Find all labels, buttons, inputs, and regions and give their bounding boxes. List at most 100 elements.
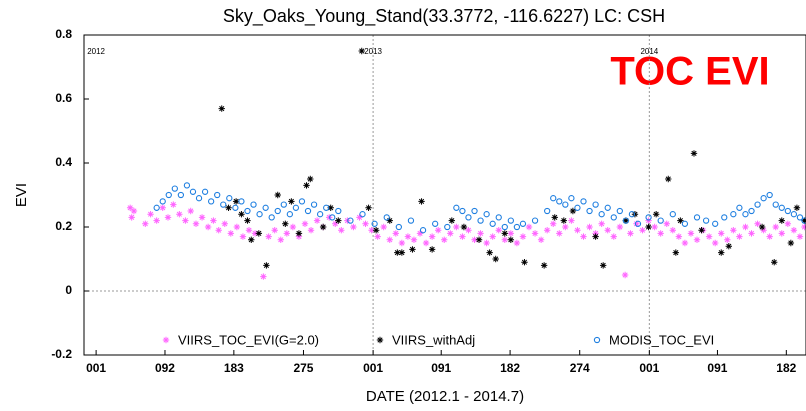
point	[329, 214, 336, 221]
point	[621, 271, 629, 279]
point	[772, 223, 779, 231]
point	[639, 227, 646, 234]
point	[338, 227, 345, 234]
point	[459, 207, 466, 215]
x-tick-label: 182	[500, 361, 520, 375]
point	[540, 262, 548, 269]
point	[460, 223, 468, 231]
legend-marker	[376, 336, 384, 344]
point	[681, 239, 689, 247]
point	[159, 204, 166, 211]
y-tick-label: -0.2	[51, 347, 72, 361]
y-axis-title: EVI	[13, 183, 30, 207]
point	[574, 204, 581, 211]
x-tick-label: 001	[86, 361, 106, 375]
point	[604, 204, 611, 211]
point	[760, 195, 767, 202]
point	[657, 230, 664, 237]
x-tick-label: 183	[224, 361, 244, 375]
point	[215, 227, 222, 234]
point	[778, 204, 785, 211]
point	[195, 195, 203, 202]
point	[475, 236, 483, 243]
point	[416, 230, 424, 237]
point	[513, 239, 521, 247]
point	[592, 233, 599, 240]
point	[453, 204, 460, 211]
point	[220, 201, 227, 208]
point	[712, 220, 719, 227]
point	[198, 214, 206, 221]
point	[392, 230, 400, 237]
point	[428, 246, 436, 253]
point	[218, 105, 225, 112]
point	[604, 227, 611, 234]
point	[316, 211, 324, 218]
plot-frame	[83, 34, 806, 356]
point	[225, 204, 232, 211]
point	[310, 201, 318, 208]
point	[698, 227, 705, 234]
point	[448, 217, 456, 224]
point	[265, 233, 272, 240]
point	[551, 214, 558, 221]
point	[754, 220, 761, 227]
point	[319, 223, 327, 231]
y-tick-label: 0.2	[55, 219, 72, 233]
point	[362, 220, 369, 227]
point	[280, 201, 287, 208]
legend-label: VIIRS_TOC_EVI(G=2.0)	[178, 332, 319, 347]
point	[531, 230, 539, 237]
point	[398, 239, 406, 247]
point	[778, 230, 785, 237]
point	[335, 217, 342, 224]
point	[748, 230, 755, 237]
point	[471, 207, 478, 215]
point	[465, 227, 472, 234]
point	[721, 214, 728, 221]
point	[628, 211, 636, 218]
point	[599, 262, 607, 269]
point	[513, 223, 521, 231]
chart-title: Sky_Oaks_Young_Stand(33.3772, -116.6227)…	[223, 6, 665, 27]
point	[313, 217, 321, 224]
point	[784, 207, 791, 215]
point	[268, 214, 275, 221]
point	[447, 230, 454, 237]
point	[569, 207, 577, 215]
point	[675, 233, 683, 240]
point	[288, 198, 295, 205]
point	[519, 233, 527, 240]
point	[183, 182, 191, 189]
point	[772, 201, 779, 208]
point	[232, 198, 240, 205]
point	[544, 207, 551, 215]
point	[543, 227, 551, 234]
point	[459, 233, 466, 240]
point	[298, 198, 306, 205]
point	[677, 217, 684, 224]
point	[256, 211, 263, 218]
point	[282, 220, 289, 227]
point	[610, 233, 617, 240]
point	[323, 204, 330, 211]
point	[142, 220, 149, 227]
point	[432, 220, 439, 227]
x-tick-label: 274	[570, 361, 590, 375]
point	[371, 220, 378, 227]
x-tick-label: 182	[776, 361, 796, 375]
point	[477, 217, 484, 224]
point	[271, 227, 278, 234]
point	[292, 204, 300, 211]
point	[796, 214, 804, 221]
point	[251, 230, 259, 237]
point	[586, 207, 593, 215]
point	[295, 230, 303, 237]
point	[221, 220, 228, 227]
y-tick-label: 0	[65, 283, 72, 297]
point	[422, 239, 430, 247]
point	[633, 220, 640, 227]
year-label: 2012	[87, 47, 105, 56]
point	[501, 236, 508, 243]
point	[796, 233, 804, 240]
